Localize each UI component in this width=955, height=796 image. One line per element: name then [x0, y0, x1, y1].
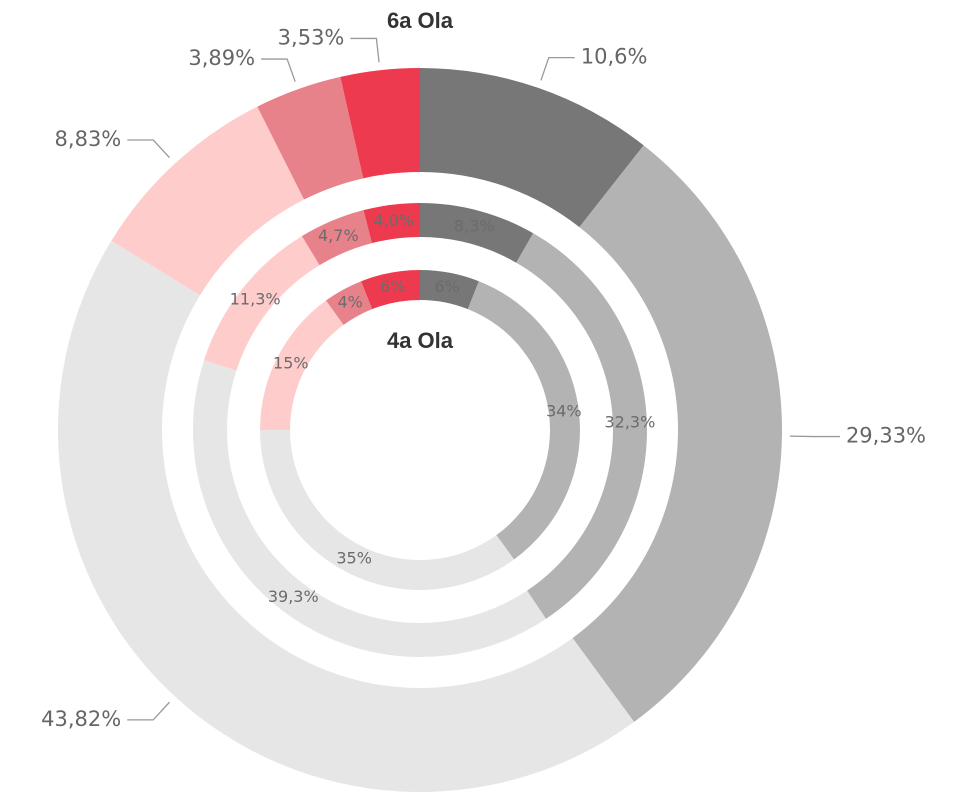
data-label: 3,53%: [278, 25, 345, 49]
ring-segment: [467, 281, 581, 560]
data-label: 34%: [546, 401, 582, 420]
ring-segment: [420, 203, 534, 263]
data-label: 4,0%: [373, 211, 414, 230]
data-label: 6%: [380, 277, 405, 296]
data-label: 10,6%: [581, 45, 648, 69]
leader-line: [261, 58, 296, 82]
ring-segment: [361, 270, 420, 310]
leader-line: [350, 37, 380, 63]
inner-ring-title: 4a Ola: [387, 328, 454, 353]
data-label: 15%: [273, 354, 309, 373]
leader-line: [127, 701, 170, 721]
ring-segment: [260, 300, 344, 430]
ring-segment: [420, 270, 479, 310]
ring-segment: [420, 68, 644, 228]
data-label: 43,82%: [41, 707, 121, 731]
ring-segment: [572, 145, 782, 722]
data-label: 35%: [336, 549, 372, 568]
ring-segment: [204, 236, 320, 371]
data-label: 8,3%: [454, 217, 495, 236]
data-label: 32,3%: [604, 413, 655, 432]
ring-segment: [516, 233, 647, 619]
ring-segment: [193, 360, 546, 657]
data-label: 8,83%: [55, 127, 122, 151]
data-label: 11,3%: [230, 289, 281, 308]
data-label: 39,3%: [268, 587, 319, 606]
ring-segment: [257, 76, 364, 200]
ring-segment: [325, 281, 373, 325]
ring-segment: [340, 68, 420, 179]
data-label: 4%: [337, 292, 362, 311]
ring-segment: [260, 430, 515, 591]
leader-line: [540, 56, 575, 81]
data-label: 29,33%: [846, 424, 926, 448]
ring-segment: [363, 203, 420, 244]
data-label: 4,7%: [318, 226, 359, 245]
data-label: 6%: [434, 277, 459, 296]
ring-segment: [301, 210, 372, 266]
outer-ring-title: 6a Ola: [387, 8, 454, 33]
ring-segment: [111, 106, 305, 296]
data-label: 3,89%: [188, 46, 255, 70]
leader-line: [127, 139, 171, 159]
ring-segment: [57, 240, 635, 793]
